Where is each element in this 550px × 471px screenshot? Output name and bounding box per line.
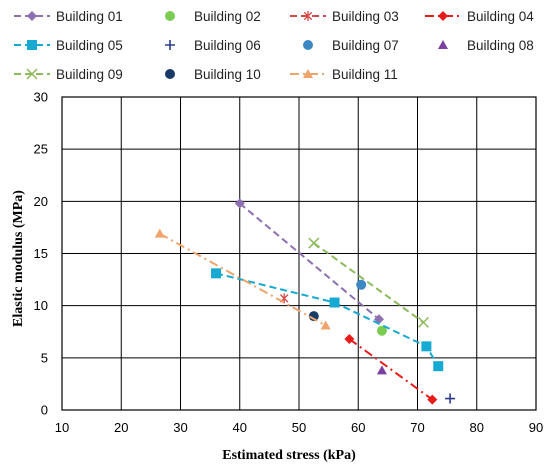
legend-label: Building 01 bbox=[56, 9, 123, 24]
legend-marker bbox=[165, 69, 175, 79]
data-point bbox=[376, 325, 387, 336]
legend-marker bbox=[303, 11, 313, 21]
x-tick-label: 30 bbox=[173, 420, 187, 435]
legend-label: Building 11 bbox=[332, 67, 398, 82]
data-point bbox=[376, 365, 387, 375]
series-building-08 bbox=[376, 365, 387, 375]
y-tick-label: 15 bbox=[34, 246, 48, 261]
data-point bbox=[427, 394, 438, 405]
series-line bbox=[159, 232, 327, 327]
data-point bbox=[211, 268, 222, 279]
data-point bbox=[421, 341, 432, 352]
x-tick-label: 50 bbox=[292, 420, 306, 435]
data-point bbox=[344, 334, 355, 345]
series-line bbox=[348, 338, 433, 401]
series-building-02 bbox=[376, 325, 387, 336]
y-tick-label: 30 bbox=[34, 90, 48, 105]
x-tick-label: 70 bbox=[410, 420, 424, 435]
legend-marker bbox=[165, 11, 175, 21]
data-point bbox=[234, 198, 245, 209]
legend-item-building-07: Building 07 bbox=[303, 38, 399, 53]
legend-marker bbox=[303, 40, 313, 50]
data-point bbox=[433, 361, 444, 372]
series-building-07 bbox=[356, 279, 367, 290]
y-tick-label: 5 bbox=[41, 350, 48, 365]
legend-label: Building 09 bbox=[56, 67, 123, 82]
series-building-05 bbox=[211, 268, 444, 372]
legend-marker bbox=[438, 11, 448, 21]
y-tick-label: 20 bbox=[34, 194, 48, 209]
data-point bbox=[329, 297, 340, 308]
data-point bbox=[356, 279, 367, 290]
legend-marker bbox=[438, 40, 448, 49]
y-tick-label: 25 bbox=[34, 142, 48, 157]
data-point bbox=[445, 393, 456, 404]
x-tick-label: 60 bbox=[351, 420, 365, 435]
x-axis-title: Estimated stress (kPa) bbox=[222, 448, 356, 463]
legend-item-building-10: Building 10 bbox=[165, 67, 261, 82]
x-tick-label: 10 bbox=[55, 420, 69, 435]
x-tick-label: 20 bbox=[114, 420, 128, 435]
data-point bbox=[154, 228, 165, 238]
legend-label: Building 06 bbox=[194, 38, 261, 53]
ticks: 10 20 30 40 50 60 70 80 90 0 5 10 15 20 25 30 bbox=[34, 90, 544, 436]
legend-label: Building 02 bbox=[194, 9, 261, 24]
legend-label: Building 07 bbox=[332, 38, 399, 53]
legend-item-building-08: Building 08 bbox=[438, 38, 534, 53]
series-building-01 bbox=[234, 198, 384, 325]
legend-item-building-05: Building 05 bbox=[14, 38, 123, 53]
data-point bbox=[308, 237, 320, 249]
legend-item-building-02: Building 02 bbox=[165, 9, 261, 24]
legend-item-building-03: Building 03 bbox=[290, 9, 399, 24]
legend-marker bbox=[27, 40, 37, 50]
legend: Building 01 Building 02 Building 03 Buildin… bbox=[14, 9, 534, 82]
legend-item-building-04: Building 04 bbox=[425, 9, 534, 24]
series-line bbox=[313, 242, 425, 324]
legend-label: Building 04 bbox=[467, 9, 534, 24]
legend-marker bbox=[26, 68, 38, 80]
data-point bbox=[417, 316, 429, 328]
series-building-09 bbox=[308, 237, 429, 328]
legend-item-building-06: Building 06 bbox=[165, 38, 261, 53]
y-axis-title: Elastic modulus (MPa) bbox=[11, 190, 26, 327]
legend-label: Building 08 bbox=[467, 38, 534, 53]
legend-item-building-11: Building 11 bbox=[290, 67, 398, 82]
legend-marker bbox=[27, 11, 37, 21]
x-tick-label: 40 bbox=[233, 420, 247, 435]
x-tick-label: 90 bbox=[529, 420, 543, 435]
plot-border bbox=[61, 96, 537, 411]
series-building-04 bbox=[344, 334, 438, 405]
series-building-11 bbox=[154, 228, 331, 330]
legend-item-building-01: Building 01 bbox=[14, 9, 123, 24]
plot-area bbox=[154, 198, 456, 405]
legend-label: Building 03 bbox=[332, 9, 399, 24]
legend-marker bbox=[165, 40, 175, 50]
x-tick-label: 80 bbox=[470, 420, 484, 435]
data-point bbox=[320, 320, 331, 330]
legend-marker bbox=[303, 69, 313, 78]
legend-item-building-09: Building 09 bbox=[14, 67, 123, 82]
y-tick-label: 10 bbox=[34, 298, 48, 313]
series-line bbox=[215, 272, 440, 367]
legend-label: Building 10 bbox=[194, 67, 261, 82]
legend-label: Building 05 bbox=[56, 38, 123, 53]
series-building-06 bbox=[445, 393, 456, 404]
y-tick-label: 0 bbox=[41, 403, 48, 418]
series-line bbox=[239, 202, 380, 320]
